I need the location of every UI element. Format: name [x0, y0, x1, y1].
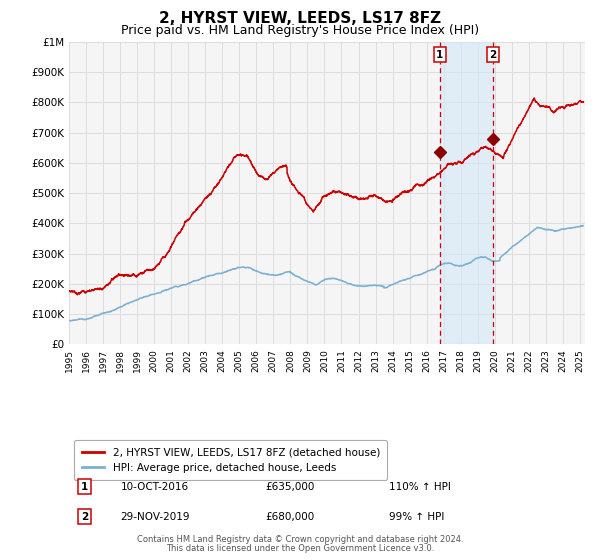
Text: 2: 2 — [490, 50, 497, 59]
Text: £635,000: £635,000 — [265, 482, 314, 492]
Text: 110% ↑ HPI: 110% ↑ HPI — [389, 482, 451, 492]
Text: 10-OCT-2016: 10-OCT-2016 — [121, 482, 189, 492]
Bar — [440, 42, 493, 344]
Text: Price paid vs. HM Land Registry's House Price Index (HPI): Price paid vs. HM Land Registry's House … — [121, 24, 479, 36]
Text: £680,000: £680,000 — [265, 512, 314, 522]
Text: 1: 1 — [81, 482, 88, 492]
Legend: 2, HYRST VIEW, LEEDS, LS17 8FZ (detached house), HPI: Average price, detached ho: 2, HYRST VIEW, LEEDS, LS17 8FZ (detached… — [74, 440, 388, 480]
Text: 2, HYRST VIEW, LEEDS, LS17 8FZ: 2, HYRST VIEW, LEEDS, LS17 8FZ — [159, 11, 441, 26]
Text: 29-NOV-2019: 29-NOV-2019 — [121, 512, 190, 522]
Text: 1: 1 — [436, 50, 443, 59]
Text: 2: 2 — [81, 512, 88, 522]
Text: Contains HM Land Registry data © Crown copyright and database right 2024.: Contains HM Land Registry data © Crown c… — [137, 535, 463, 544]
Text: This data is licensed under the Open Government Licence v3.0.: This data is licensed under the Open Gov… — [166, 544, 434, 553]
Text: 99% ↑ HPI: 99% ↑ HPI — [389, 512, 444, 522]
